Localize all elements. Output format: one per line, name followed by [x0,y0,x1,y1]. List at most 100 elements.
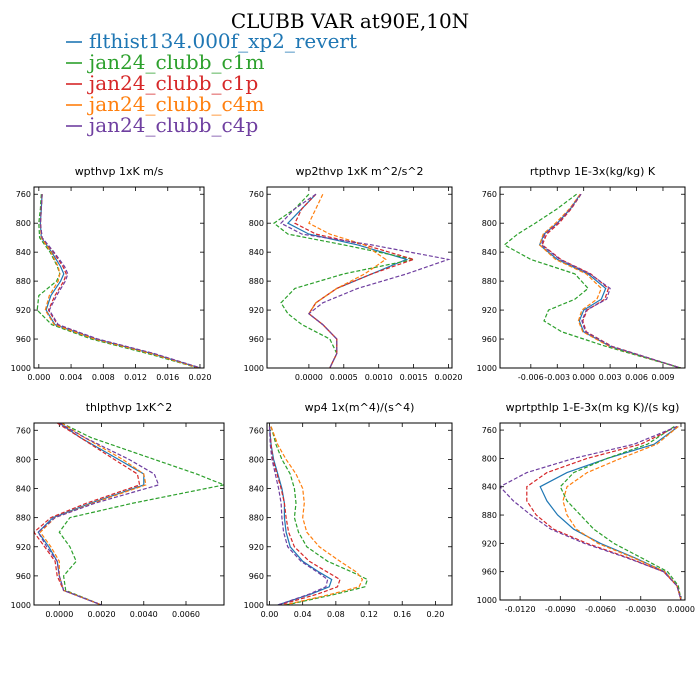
y-tick-label: 920 [249,543,264,552]
legend-item: jan24_clubb_c4p [66,113,258,137]
series-line-1 [539,426,682,600]
x-tick-label: 0.020 [189,373,212,382]
x-tick-label: 0.0015 [400,373,428,382]
series-line-2 [270,426,369,605]
x-tick-label: 0.0060 [172,610,200,619]
y-tick-label: 920 [482,306,497,315]
series-line-4 [270,426,364,605]
plot-frame [33,186,205,369]
panel-title: wp4 1x(m^4)/(s^4) [305,401,415,414]
series-line-3 [294,193,416,368]
panel-title: wpthvp 1xK m/s [75,165,164,178]
series-line-5 [37,423,160,605]
legend-item: jan24_clubb_c1m [66,50,264,74]
chart-panel: thlpthvp 1xK^2 760 800 840 880 920 960 1000 0.00… [11,401,225,619]
x-tick-label: -0.0030 [625,605,656,614]
y-tick-label: 800 [249,219,264,228]
series-line-5 [540,193,681,368]
x-tick-label: 0.20 [427,610,445,619]
series-line-2 [272,193,414,368]
y-tick-label: 960 [482,568,497,577]
panel-title: rtpthvp 1E-3x(kg/kg) K [530,165,656,178]
y-tick-label: 1000 [244,601,264,610]
y-tick-label: 1000 [477,596,497,605]
y-tick-label: 880 [16,514,31,523]
series-line-3 [541,193,681,368]
y-tick-label: 760 [249,426,264,435]
y-tick-label: 840 [482,248,497,257]
y-tick-label: 840 [482,483,497,492]
series-line-3 [526,425,682,600]
y-tick-label: 840 [16,248,31,257]
y-tick-label: 1000 [244,364,264,373]
series-line-2 [559,425,682,600]
chart-panel: rtpthvp 1E-3x(kg/kg) K 760 800 840 880 920 960… [477,165,686,382]
legend-label: flthist134.000f_xp2_revert [89,29,357,53]
y-tick-label: 880 [482,511,497,520]
x-tick-label: 0.008 [92,373,115,382]
series-line-3 [34,423,141,605]
x-tick-label: 0.012 [124,373,147,382]
y-tick-label: 920 [16,543,31,552]
y-tick-label: 800 [249,455,264,464]
chart-panel: wp4 1x(m^4)/(s^4)76080084088092096010000… [244,401,453,619]
series-line-4 [538,193,681,368]
series-line-5 [39,194,201,368]
y-tick-label: 760 [482,426,497,435]
y-tick-label: 960 [482,335,497,344]
y-tick-label: 880 [16,277,31,286]
x-tick-label: 0.016 [156,373,179,382]
legend-item: jan24_clubb_c4m [66,92,264,116]
legend-label: jan24_clubb_c4p [87,113,258,137]
x-tick-label: 0.0020 [88,610,116,619]
y-tick-label: 800 [16,455,31,464]
x-tick-label: 0.0040 [130,610,158,619]
series-line-2 [36,194,199,368]
x-tick-label: 0.009 [652,373,675,382]
x-tick-label: 0.0000 [45,610,73,619]
series-group [268,426,369,605]
x-tick-label: 0.004 [60,373,83,382]
series-group [272,193,451,368]
y-tick-label: 960 [16,335,31,344]
figure-title: CLUBB VAR at90E,10N [231,9,469,33]
y-tick-label: 920 [249,306,264,315]
panel-title: wp2thvp 1xK m^2/s^2 [295,165,423,178]
series-line-1 [538,193,681,368]
series-line-4 [562,426,682,600]
panel-title: thlpthvp 1xK^2 [86,401,173,414]
y-tick-label: 760 [16,426,31,435]
x-tick-label: 0.0000 [295,373,323,382]
series-line-5 [268,426,329,605]
series-group [503,193,681,368]
series-line-1 [286,193,409,368]
legend-label: jan24_clubb_c1p [87,71,258,95]
legend-label: jan24_clubb_c4m [87,92,264,116]
x-tick-label: -0.0060 [585,605,616,614]
plot-frame [499,186,686,369]
series-line-3 [268,426,341,605]
x-tick-label: 0.04 [294,610,312,619]
series-line-4 [308,193,387,368]
plot-frame [266,186,453,369]
x-tick-label: 0.006 [625,373,648,382]
series-line-2 [503,193,681,368]
panel-title: wprtpthlp 1-E-3x(m kg K)/(s kg) [506,401,680,414]
series-line-5 [500,425,682,600]
y-tick-label: 760 [16,190,31,199]
legend-label: jan24_clubb_c1m [87,50,264,74]
chart-panel: wp2thvp 1xK m^2/s^2 760 800 840 880 920 960 100… [244,165,463,382]
x-tick-label: -0.0120 [505,605,536,614]
y-tick-label: 960 [249,335,264,344]
y-tick-label: 1000 [477,364,497,373]
legend-item: jan24_clubb_c1p [66,71,258,95]
plot-frame [499,422,686,601]
chart-panel: wpthvp 1xK m/s76080084088092096010000.00… [11,165,212,382]
y-tick-label: 800 [482,219,497,228]
panels: wpthvp 1xK m/s 760 800 840 880 920 960 1000 0.00… [11,165,695,619]
legend-item: flthist134.000f_xp2_revert [66,29,357,53]
series-group [500,425,682,600]
x-tick-label: 0.08 [327,610,345,619]
series-group [36,194,201,368]
